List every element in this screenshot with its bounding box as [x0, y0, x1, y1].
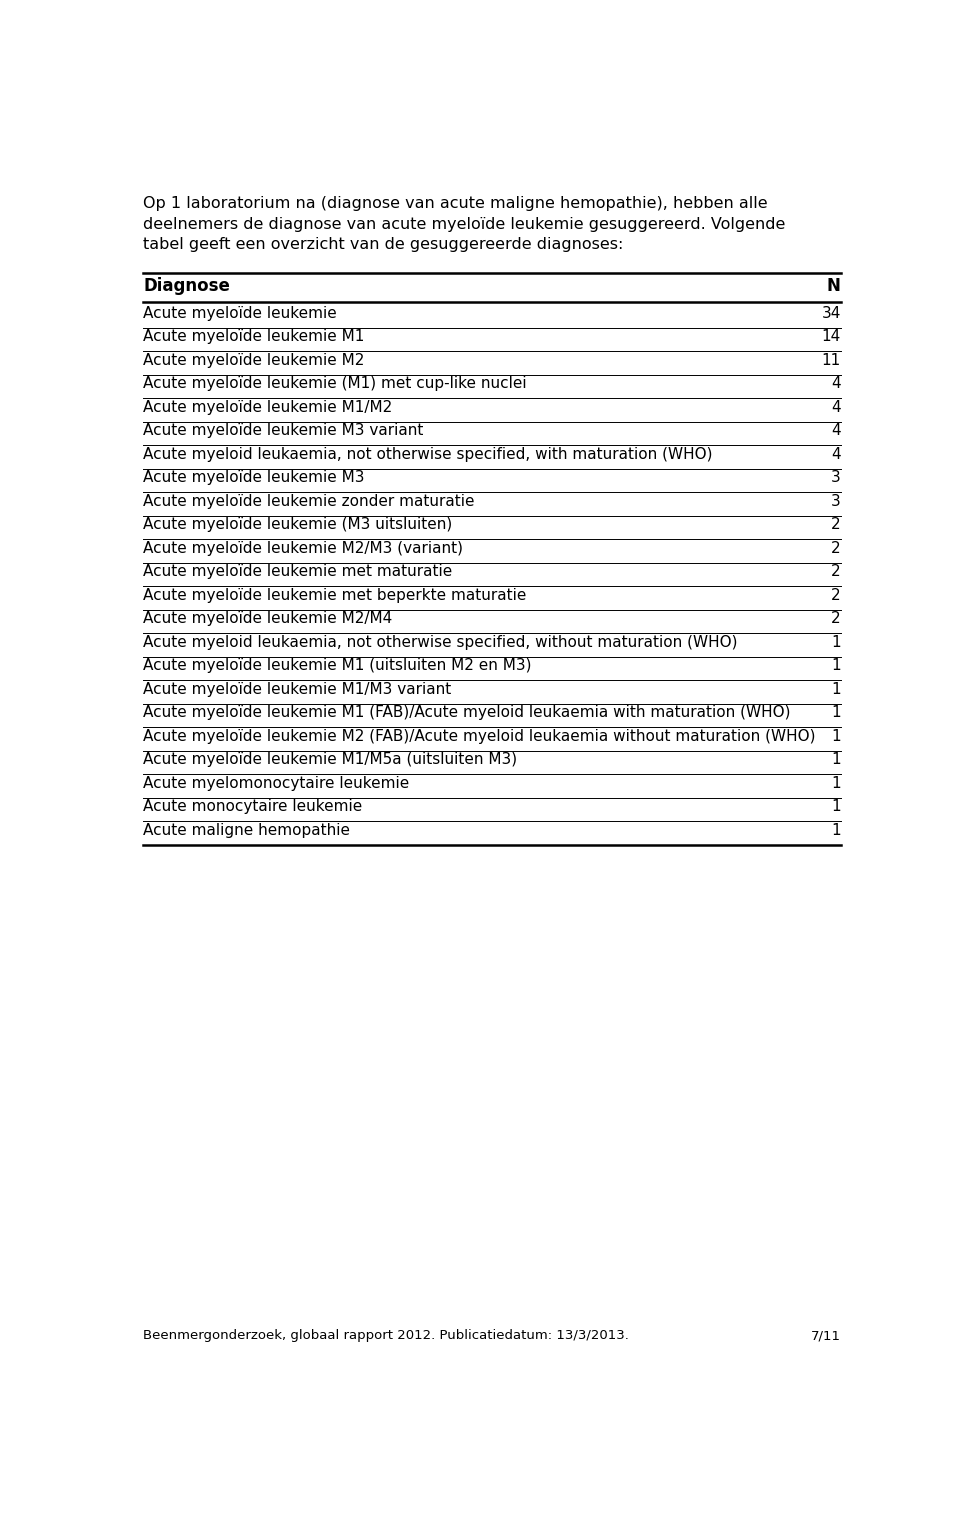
Text: 1: 1	[831, 728, 841, 743]
Text: Acute monocytaire leukemie: Acute monocytaire leukemie	[143, 799, 363, 815]
Text: 1: 1	[831, 634, 841, 649]
Text: Acute myeloïde leukemie M1/M2: Acute myeloïde leukemie M1/M2	[143, 400, 393, 416]
Text: Acute myeloïde leukemie met maturatie: Acute myeloïde leukemie met maturatie	[143, 564, 452, 579]
Text: 2: 2	[831, 611, 841, 627]
Text: 1: 1	[831, 775, 841, 790]
Text: 1: 1	[831, 752, 841, 768]
Text: deelnemers de diagnose van acute myeloïde leukemie gesuggereerd. Volgende: deelnemers de diagnose van acute myeloïd…	[143, 217, 785, 232]
Text: 4: 4	[831, 448, 841, 461]
Text: Acute myeloïde leukemie M1 (FAB)/Acute myeloid leukaemia with maturation (WHO): Acute myeloïde leukemie M1 (FAB)/Acute m…	[143, 705, 791, 721]
Text: 14: 14	[822, 329, 841, 344]
Text: Diagnose: Diagnose	[143, 276, 230, 294]
Text: 1: 1	[831, 822, 841, 837]
Text: Op 1 laboratorium na (diagnose van acute maligne hemopathie), hebben alle: Op 1 laboratorium na (diagnose van acute…	[143, 196, 768, 211]
Text: 2: 2	[831, 587, 841, 602]
Text: 2: 2	[831, 542, 841, 555]
Text: Acute myeloïde leukemie M1/M3 variant: Acute myeloïde leukemie M1/M3 variant	[143, 681, 451, 696]
Text: 3: 3	[831, 470, 841, 485]
Text: 2: 2	[831, 564, 841, 579]
Text: 11: 11	[822, 353, 841, 369]
Text: Acute myeloïde leukemie M3 variant: Acute myeloïde leukemie M3 variant	[143, 423, 423, 438]
Text: N: N	[827, 276, 841, 294]
Text: Acute myeloïde leukemie M2/M4: Acute myeloïde leukemie M2/M4	[143, 611, 393, 627]
Text: Acute myeloïde leukemie (M1) met cup-like nuclei: Acute myeloïde leukemie (M1) met cup-lik…	[143, 376, 527, 391]
Text: tabel geeft een overzicht van de gesuggereerde diagnoses:: tabel geeft een overzicht van de gesugge…	[143, 238, 624, 252]
Text: Acute myeloïde leukemie (M3 uitsluiten): Acute myeloïde leukemie (M3 uitsluiten)	[143, 517, 452, 532]
Text: 2: 2	[831, 517, 841, 532]
Text: 1: 1	[831, 705, 841, 721]
Text: 1: 1	[831, 799, 841, 815]
Text: Acute myeloid leukaemia, not otherwise specified, without maturation (WHO): Acute myeloid leukaemia, not otherwise s…	[143, 634, 737, 649]
Text: Acute myelomonocytaire leukemie: Acute myelomonocytaire leukemie	[143, 775, 410, 790]
Text: 4: 4	[831, 423, 841, 438]
Text: 4: 4	[831, 400, 841, 416]
Text: 1: 1	[831, 658, 841, 674]
Text: Acute myeloïde leukemie M1 (uitsluiten M2 en M3): Acute myeloïde leukemie M1 (uitsluiten M…	[143, 658, 532, 674]
Text: 3: 3	[831, 495, 841, 508]
Text: 4: 4	[831, 376, 841, 391]
Text: Acute myeloid leukaemia, not otherwise specified, with maturation (WHO): Acute myeloid leukaemia, not otherwise s…	[143, 448, 712, 461]
Text: Beenmergonderzoek, globaal rapport 2012. Publicatiedatum: 13/3/2013.: Beenmergonderzoek, globaal rapport 2012.…	[143, 1329, 629, 1343]
Text: Acute myeloïde leukemie M2 (FAB)/Acute myeloid leukaemia without maturation (WHO: Acute myeloïde leukemie M2 (FAB)/Acute m…	[143, 728, 816, 743]
Text: Acute myeloïde leukemie M3: Acute myeloïde leukemie M3	[143, 470, 365, 485]
Text: 34: 34	[822, 306, 841, 322]
Text: Acute myeloïde leukemie zonder maturatie: Acute myeloïde leukemie zonder maturatie	[143, 495, 475, 508]
Text: Acute myeloïde leukemie M2/M3 (variant): Acute myeloïde leukemie M2/M3 (variant)	[143, 542, 464, 555]
Text: Acute myeloïde leukemie: Acute myeloïde leukemie	[143, 306, 337, 322]
Text: Acute maligne hemopathie: Acute maligne hemopathie	[143, 822, 350, 837]
Text: 1: 1	[831, 681, 841, 696]
Text: Acute myeloïde leukemie M1: Acute myeloïde leukemie M1	[143, 329, 365, 344]
Text: 7/11: 7/11	[811, 1329, 841, 1343]
Text: Acute myeloïde leukemie met beperkte maturatie: Acute myeloïde leukemie met beperkte mat…	[143, 587, 527, 602]
Text: Acute myeloïde leukemie M1/M5a (uitsluiten M3): Acute myeloïde leukemie M1/M5a (uitsluit…	[143, 752, 517, 768]
Text: Acute myeloïde leukemie M2: Acute myeloïde leukemie M2	[143, 353, 365, 369]
